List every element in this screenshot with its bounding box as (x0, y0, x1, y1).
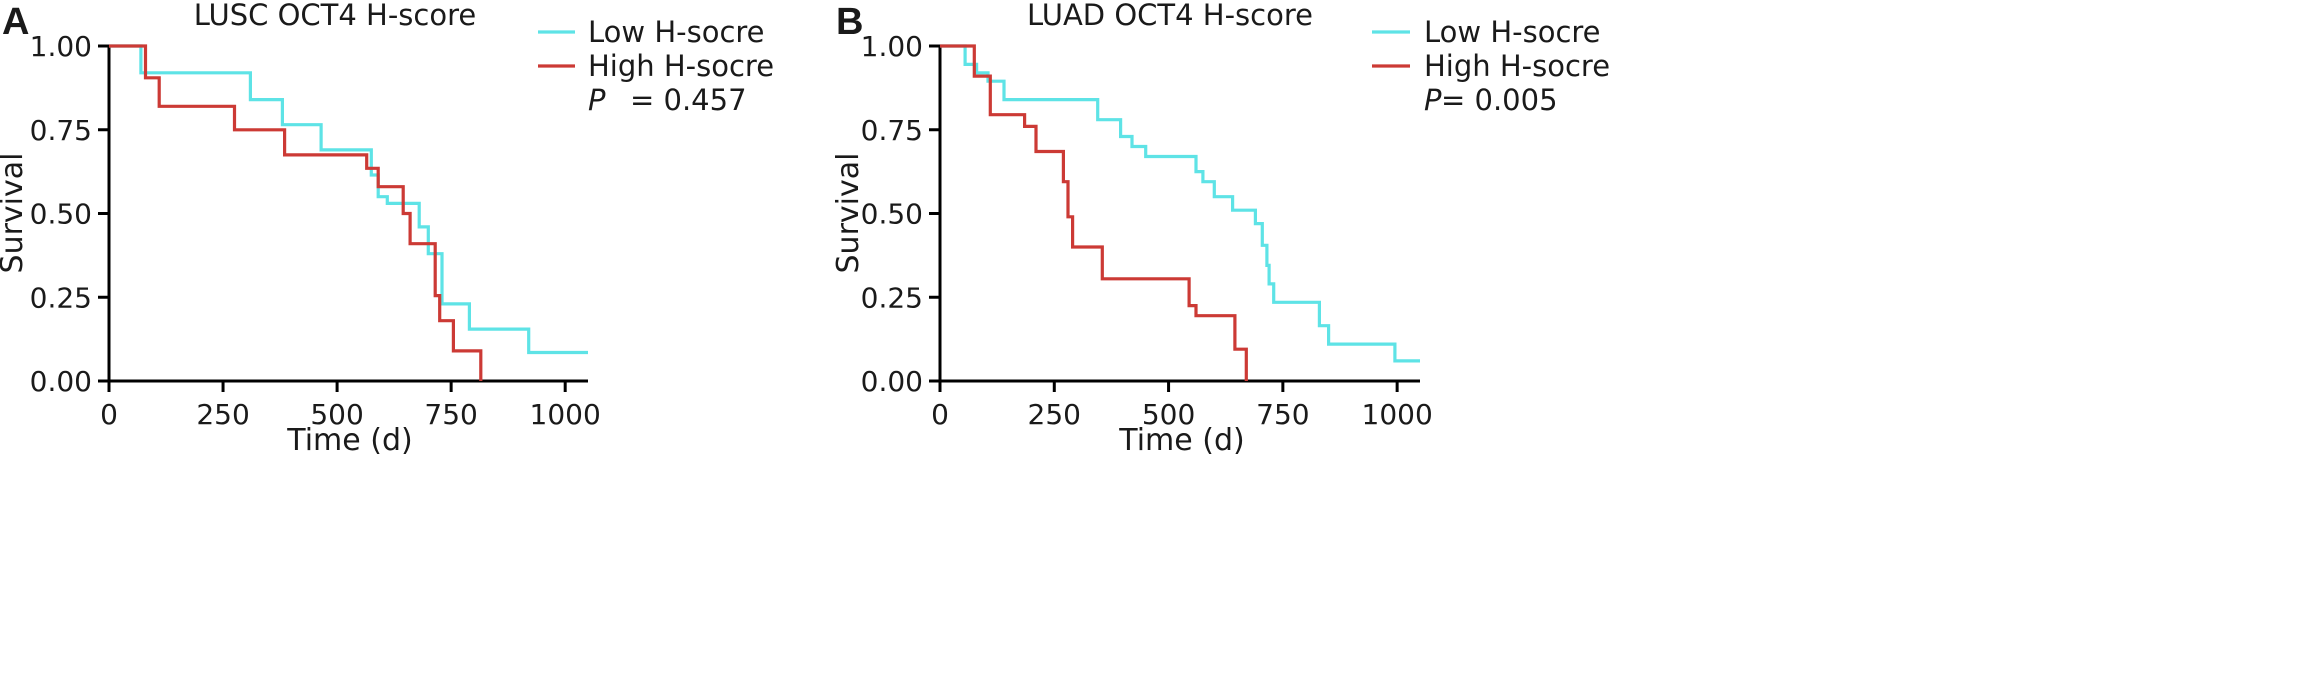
x-tick-label: 500 (310, 398, 363, 431)
survival-curve-low (940, 44, 1420, 363)
x-axis-label: Time (d) (286, 423, 412, 458)
p-label: P (1424, 83, 1442, 117)
x-tick-label: 250 (196, 398, 249, 431)
y-tick-label: 1.00 (861, 30, 923, 63)
x-tick-label: 1000 (530, 398, 601, 431)
chart-title: LUAD OCT4 H-score (1027, 0, 1313, 32)
survival-curve-high (940, 44, 1248, 381)
y-tick-label: 0.50 (861, 198, 923, 231)
y-axis-label: Survival (831, 153, 866, 274)
y-tick-label: 1.00 (30, 30, 92, 63)
x-tick-label: 250 (1028, 398, 1081, 431)
x-tick-label: 500 (1142, 398, 1195, 431)
y-tick-label: 0.00 (30, 365, 92, 398)
y-tick-label: 0.75 (30, 114, 92, 147)
y-tick-label: 0.75 (861, 114, 923, 147)
legend-label-high: High H-socre (588, 49, 774, 83)
legend-label-low: Low H-socre (1424, 15, 1601, 49)
chart-panel-b: B LUAD OCT4 H-score 0.00 0.25 0.50 0.75 1.00 0 2… (831, 0, 1610, 458)
panel-letter: B (836, 1, 863, 43)
x-tick-label: 750 (424, 398, 477, 431)
y-axis-label: Survival (0, 153, 30, 274)
y-tick-label: 0.50 (30, 198, 92, 231)
chart-panel-a: A LUSC OCT4 H-score 0.00 0.25 0.50 0.75 1.00 0 2… (0, 0, 774, 458)
x-tick-label: 750 (1256, 398, 1309, 431)
p-value: = 0.005 (1441, 83, 1558, 117)
chart-title: LUSC OCT4 H-score (194, 0, 476, 32)
legend-label-high: High H-socre (1424, 49, 1610, 83)
x-tick-label: 0 (100, 398, 118, 431)
x-tick-label: 0 (931, 398, 949, 431)
y-tick-label: 0.25 (861, 281, 923, 314)
survival-curve-low (109, 44, 588, 355)
p-label: P (588, 83, 606, 117)
p-value: = 0.457 (630, 83, 747, 117)
x-tick-label: 1000 (1362, 398, 1433, 431)
x-axis-label: Time (d) (1118, 423, 1244, 458)
survival-curve-high (109, 44, 483, 381)
panel-letter: A (2, 1, 29, 43)
legend-label-low: Low H-socre (588, 15, 765, 49)
y-tick-label: 0.00 (861, 365, 923, 398)
y-tick-label: 0.25 (30, 281, 92, 314)
